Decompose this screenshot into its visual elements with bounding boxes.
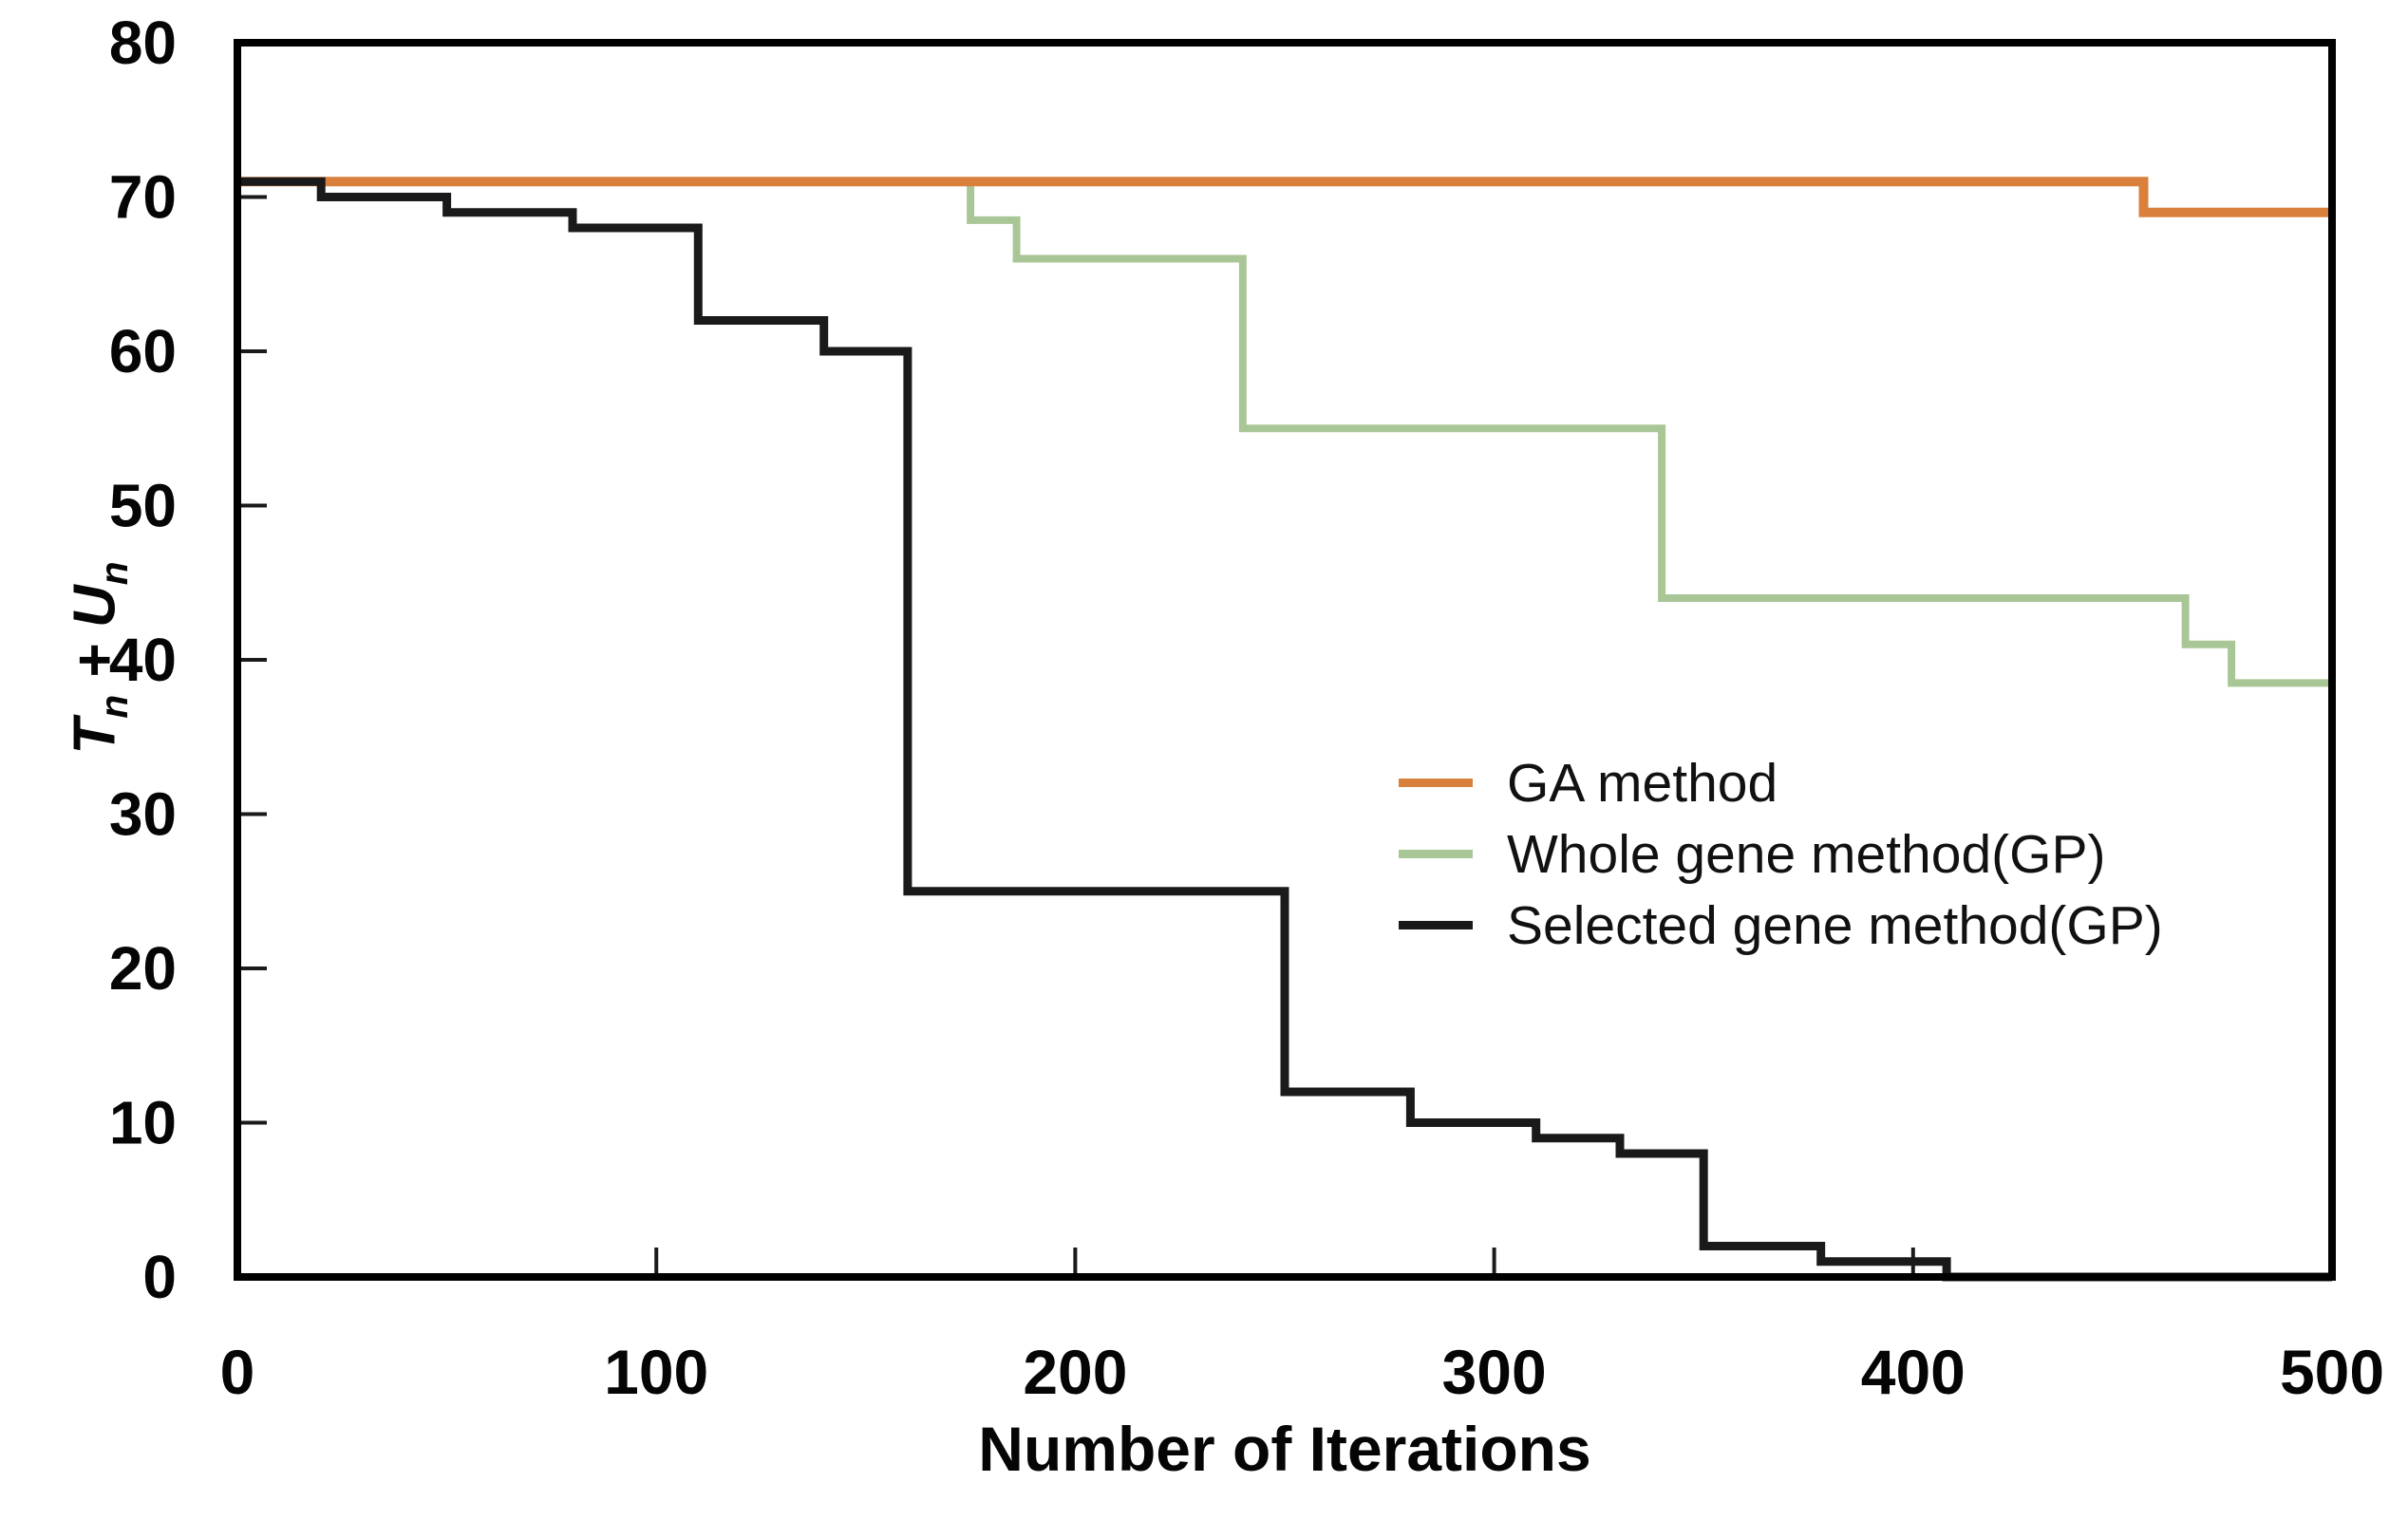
y-tick-label: 10 (109, 1089, 177, 1157)
plot-frame (234, 39, 2336, 1281)
y-tick-label: 30 (109, 780, 177, 849)
legend-label: Selected gene method(GP) (1507, 894, 2163, 956)
series-lines (237, 177, 2332, 1282)
x-tick-label: 200 (1023, 1337, 1127, 1407)
y-tick-label: 80 (109, 9, 177, 77)
legend-label: Whole gene method(GP) (1507, 823, 2106, 885)
x-tick-label: 100 (604, 1337, 708, 1407)
y-axis-title: Tn + Un (62, 561, 136, 755)
y-tick-label: 60 (109, 317, 177, 385)
y-title-var1: T (62, 718, 128, 755)
legend-row: GA method (1399, 747, 2163, 818)
series-line-1 (237, 177, 2332, 217)
tick-labels: 0 10 20 30 40 50 60 70 80 0 100 200 300 400 500 (109, 9, 2384, 1407)
x-axis-label: Number of Iterations (978, 1414, 1591, 1484)
y-title-var2: U (62, 585, 128, 629)
y-tick-label: 40 (109, 626, 177, 694)
y-title-sub2: n (91, 561, 136, 586)
legend: GA method Whole gene method(GP) Selected… (1399, 747, 2163, 961)
series-line-2 (237, 178, 2332, 687)
y-tick-label: 50 (109, 472, 177, 540)
y-tick-label: 20 (109, 934, 177, 1003)
x-tick-label: 300 (1442, 1337, 1547, 1407)
series-line-3 (237, 177, 2332, 1282)
legend-line-swatch (1399, 921, 1473, 929)
y-tick-label: 0 (142, 1243, 177, 1311)
legend-row: Whole gene method(GP) (1399, 818, 2163, 890)
y-tick-label: 70 (109, 163, 177, 232)
y-title-sub1: n (91, 694, 136, 719)
y-title-op: + (62, 628, 128, 695)
legend-line-swatch (1399, 779, 1473, 787)
legend-line-swatch (1399, 850, 1473, 858)
x-tick-label: 500 (2280, 1337, 2384, 1407)
x-tick-label: 400 (1861, 1337, 1966, 1407)
x-tick-label: 0 (220, 1337, 255, 1407)
legend-label: GA method (1507, 752, 1778, 814)
legend-row: Selected gene method(GP) (1399, 890, 2163, 961)
axis-ticks (237, 195, 1915, 1277)
